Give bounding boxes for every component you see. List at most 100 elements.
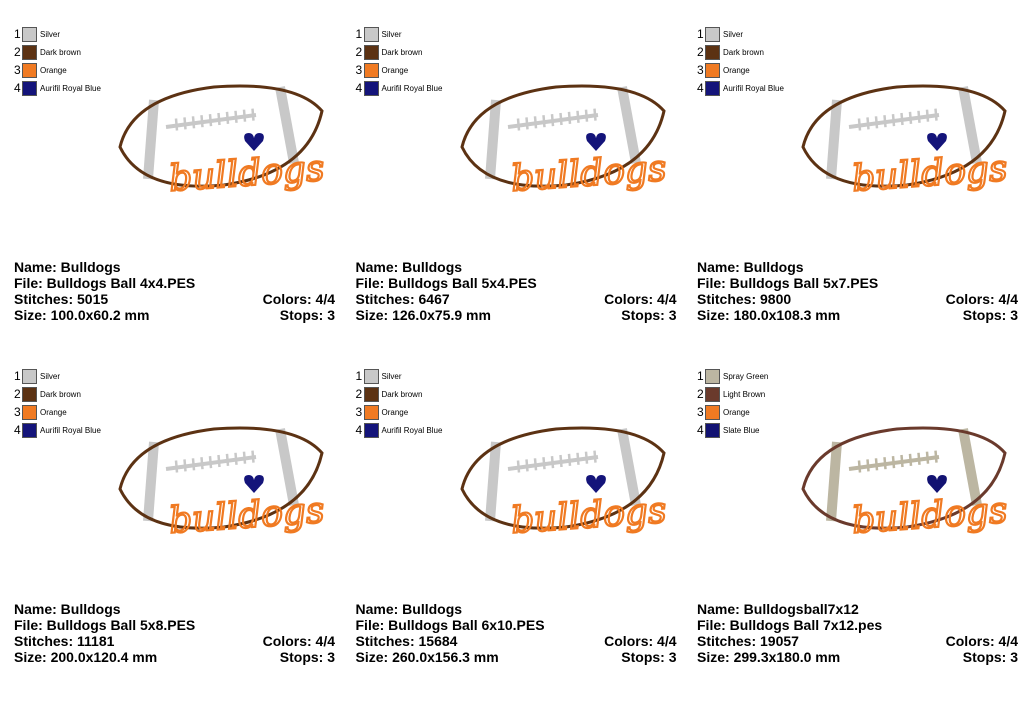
info-size: Size: 180.0x108.3 mm [697,307,841,323]
design-preview: bulldogs [118,426,327,543]
info-stitches: Stitches: 11181 [14,633,115,649]
color-swatch [22,80,37,96]
lace-stitch [550,455,554,469]
thread-row: 4 Slate Blue [697,422,760,438]
info-size: Size: 299.3x180.0 mm [697,649,841,665]
lace-stitch [874,458,879,471]
lace-stitch [217,112,221,126]
info-colors: Colors: 4/4 [604,291,677,307]
info-file: File: Bulldogs Ball 5x4.PES [355,275,537,291]
thread-row: 1 Spray Green [697,368,768,384]
info-name: Name: Bulldogs [697,259,804,275]
thread-number: 4 [697,423,704,437]
color-swatch [22,422,37,438]
info-stops: Stops: 3 [962,649,1018,665]
thread-number: 2 [355,45,363,59]
stripe [484,441,501,522]
design-card: 1 Silver 2 Dark brown 3 Orange 4 Aurifil Royal … [350,0,680,340]
thread-row: 4 Aurifil Royal Blue [356,422,443,438]
lace-stitch [874,116,879,129]
lace-stitch [208,455,213,469]
thread-row: 2 Dark brown [14,386,81,402]
stripe [616,428,641,506]
color-swatch [22,386,37,402]
thread-name: Dark brown [723,47,764,57]
thread-row: 2 Dark brown [697,44,764,60]
thread-number: 2 [14,45,21,59]
lace-stitch [934,450,938,463]
thread-row: 2 Dark brown [356,386,422,402]
thread-row: 3 Orange [14,404,67,420]
thread-name: Orange [381,65,409,75]
lace-stitch [251,108,255,121]
color-swatch [363,62,379,78]
lace-stitch [917,110,921,123]
info-stops: Stops: 3 [279,649,335,665]
lace-stitch [225,111,230,125]
info-name: Name: Bulldogsball7x12 [697,601,859,617]
thread-number: 3 [355,63,363,77]
lace-stitch [908,453,913,467]
color-swatch [705,26,720,42]
lace-stitch [584,109,588,122]
info-file: File: Bulldogs Ball 6x10.PES [355,617,545,633]
thread-name: Orange [723,65,750,75]
info-name: Name: Bulldogs [355,601,463,617]
info-file: File: Bulldogs Ball 7x12.pes [697,617,883,633]
thread-row: 2 Dark brown [14,44,81,60]
info-colors: Colors: 4/4 [262,291,335,307]
thread-row: 4 Aurifil Royal Blue [697,80,784,96]
color-swatch [705,368,720,384]
lace-stitch [225,453,230,467]
ball-outline [801,426,1007,530]
lace-stitch [183,459,187,472]
thread-number: 4 [697,81,704,95]
thread-name: Dark brown [40,47,81,57]
thread-number: 1 [14,369,21,383]
color-swatch [705,44,720,60]
thread-name: Dark brown [381,47,423,57]
lace-stitch [891,455,896,469]
info-size: Size: 200.0x120.4 mm [14,649,158,665]
color-swatch [363,422,379,438]
lace-stitch [217,454,221,468]
stripe [143,99,159,180]
lace-stitch [200,457,204,470]
lace-stitch [174,460,179,473]
ball-outline [459,426,666,530]
thread-name: Orange [723,407,750,417]
thread-number: 3 [14,63,21,77]
thread-number: 3 [697,405,704,419]
thread-number: 3 [14,405,21,419]
thread-name: Silver [381,371,402,381]
color-swatch [705,80,720,96]
lace-stitch [533,458,537,471]
info-size: Size: 100.0x60.2 mm [14,307,150,323]
color-swatch [22,62,37,78]
info-name: Name: Bulldogs [14,601,121,617]
lace-stitch [891,113,896,127]
thread-name: Aurifil Royal Blue [381,425,443,435]
thread-row: 3 Orange [356,404,408,420]
stripe [958,86,982,164]
thread-row: 1 Silver [356,26,402,42]
color-swatch [363,368,379,384]
thread-name: Silver [40,371,61,381]
color-swatch [22,44,37,60]
thread-row: 3 Orange [697,62,750,78]
lace-stitch [934,108,938,121]
color-swatch [363,80,379,96]
thread-row: 4 Aurifil Royal Blue [14,422,101,438]
thread-row: 4 Aurifil Royal Blue [355,80,442,96]
thread-number: 4 [355,81,363,95]
design-preview: bulldogs [459,426,668,543]
design-card: 1 Silver 2 Dark brown 3 Orange 4 Aurifil Royal … [8,0,338,340]
thread-row: 3 Orange [355,62,409,78]
lace-stitch [191,116,196,129]
stripe [826,99,842,180]
thread-name: Aurifil Royal Blue [723,83,784,93]
thread-name: Slate Blue [723,425,760,435]
stripe [616,86,641,164]
ball-fill [120,428,322,529]
thread-number: 1 [697,369,704,383]
